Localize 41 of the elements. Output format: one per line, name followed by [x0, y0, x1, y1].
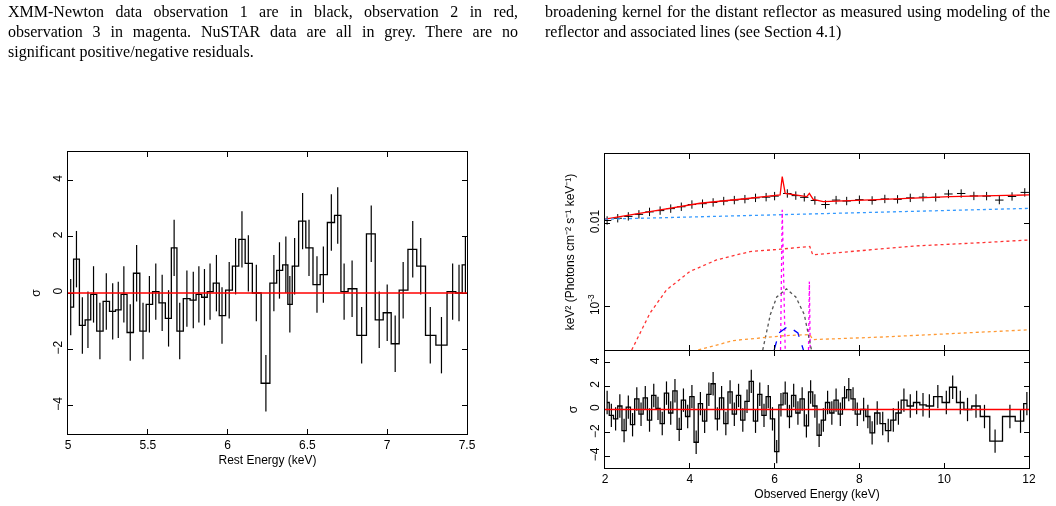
line-series — [697, 329, 1029, 350]
x-tick-label: 6 — [771, 472, 779, 487]
y-tick-label: −2 — [588, 423, 603, 438]
point — [943, 189, 954, 199]
y-tick-label: 0 — [51, 287, 66, 295]
x-tick-label: 8 — [856, 472, 864, 487]
x-tick-label: 5 — [64, 438, 72, 453]
point — [867, 195, 877, 206]
point — [820, 199, 831, 210]
text: XMM-Newton data observation 1 are in black, observation 2 in red, observation 3 in magenta. NuSTAR data are all in grey. There are no significant positive/negative residuals. — [8, 2, 518, 62]
y-tick-label: 4 — [51, 174, 66, 182]
y-tick-label: 2 — [588, 380, 603, 388]
point — [634, 209, 644, 220]
x-tick-label: 6 — [224, 438, 232, 453]
y-tick-label: 4 — [588, 357, 603, 365]
y-tick-label: 0.01 — [588, 209, 603, 234]
line-series — [762, 288, 813, 350]
x-tick-label: 12 — [1022, 472, 1036, 487]
point — [1007, 191, 1017, 202]
y-tick-label: 0 — [588, 404, 603, 412]
y-tick-label: 2 — [51, 231, 66, 239]
text: broadening kernel for the distant reflector as measured using modeling of the reflector and associated lines (see Section 4.1) — [545, 2, 1050, 42]
x-tick-label: 4 — [686, 472, 694, 487]
y-tick-label: −4 — [588, 447, 603, 462]
x-tick-label: 6.5 — [299, 438, 317, 453]
y-axis-title: σ — [565, 405, 580, 414]
x-axis-title: Rest Energy (keV) — [218, 453, 317, 468]
y-tick-label: −2 — [51, 340, 66, 355]
x-tick-label: 5.5 — [139, 438, 157, 453]
point — [761, 192, 771, 202]
x-tick-label: 7 — [383, 438, 391, 453]
y-axis-title: σ — [28, 288, 43, 297]
x-tick-label: 10 — [937, 472, 952, 487]
line-series — [605, 176, 1029, 220]
point — [994, 195, 1005, 205]
y-axis-title: keV² (Photons cm⁻² s⁻¹ keV⁻¹) — [563, 173, 578, 331]
line-series — [631, 239, 1029, 350]
y-tick-label: −4 — [51, 396, 66, 411]
x-tick-label: 7.5 — [458, 438, 476, 453]
point — [831, 195, 841, 205]
x-axis-title: Observed Energy (keV) — [754, 487, 880, 502]
